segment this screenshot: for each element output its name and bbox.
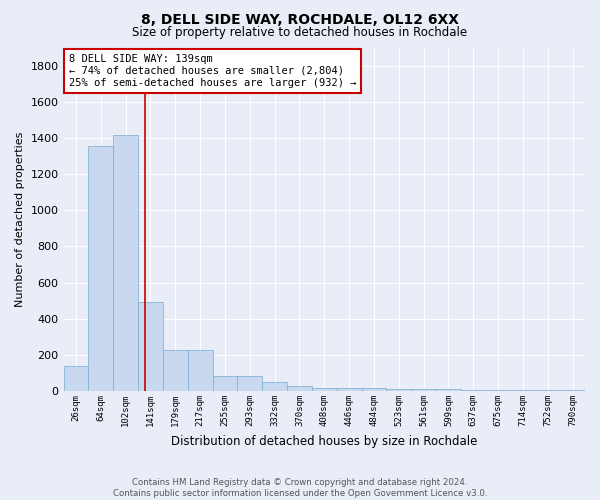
- Bar: [485, 390, 511, 391]
- Bar: [64, 366, 88, 391]
- Bar: [386, 390, 411, 391]
- Text: 8, DELL SIDE WAY, ROCHDALE, OL12 6XX: 8, DELL SIDE WAY, ROCHDALE, OL12 6XX: [141, 12, 459, 26]
- Bar: [511, 390, 535, 391]
- Bar: [535, 390, 560, 391]
- Bar: [88, 146, 113, 391]
- Y-axis label: Number of detached properties: Number of detached properties: [15, 132, 25, 307]
- Bar: [337, 388, 362, 391]
- Bar: [163, 350, 188, 391]
- Text: Contains HM Land Registry data © Crown copyright and database right 2024.
Contai: Contains HM Land Registry data © Crown c…: [113, 478, 487, 498]
- Bar: [436, 390, 461, 391]
- Text: Size of property relative to detached houses in Rochdale: Size of property relative to detached ho…: [133, 26, 467, 39]
- Bar: [138, 302, 163, 391]
- Bar: [362, 388, 386, 391]
- Bar: [312, 388, 337, 391]
- X-axis label: Distribution of detached houses by size in Rochdale: Distribution of detached houses by size …: [171, 434, 478, 448]
- Bar: [238, 376, 262, 391]
- Bar: [287, 386, 312, 391]
- Text: 8 DELL SIDE WAY: 139sqm
← 74% of detached houses are smaller (2,804)
25% of semi: 8 DELL SIDE WAY: 139sqm ← 74% of detache…: [69, 54, 356, 88]
- Bar: [212, 376, 238, 391]
- Bar: [188, 350, 212, 391]
- Bar: [461, 390, 485, 391]
- Bar: [560, 390, 585, 391]
- Bar: [113, 135, 138, 391]
- Bar: [262, 382, 287, 391]
- Bar: [411, 390, 436, 391]
